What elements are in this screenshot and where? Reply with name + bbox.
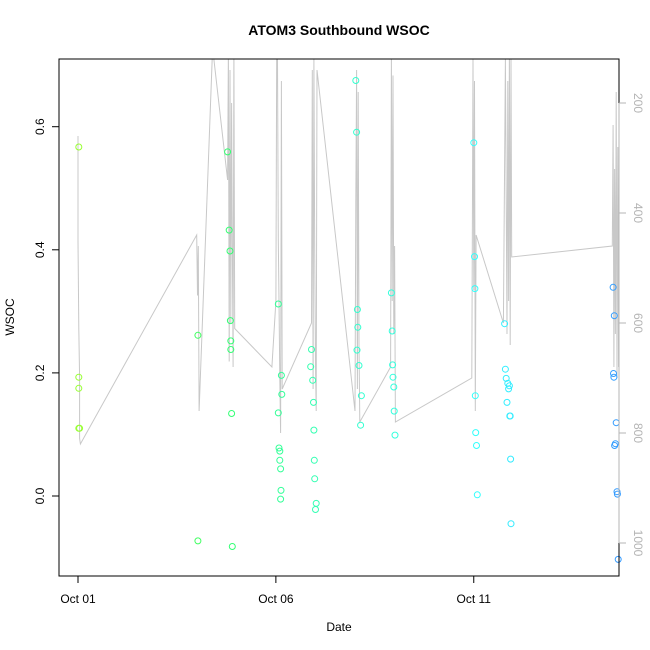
- data-point: [310, 456, 318, 464]
- x-tick-label: Oct 11: [457, 592, 492, 606]
- plot-frame: [58, 58, 620, 577]
- data-point: [387, 289, 395, 297]
- y-tick-label: 0.4: [33, 241, 47, 258]
- data-point: [610, 370, 617, 377]
- data-point: [353, 306, 361, 313]
- data-point: [505, 382, 513, 390]
- y-axis-label: WSOC: [3, 298, 17, 336]
- data-point: [274, 409, 282, 417]
- data-point: [312, 499, 320, 507]
- data-point: [391, 431, 399, 439]
- data-point: [470, 139, 478, 147]
- x-tick-label: Oct 01: [60, 592, 96, 606]
- data-point: [227, 346, 235, 353]
- data-point: [277, 371, 285, 379]
- data-point: [471, 392, 479, 400]
- data-point: [473, 491, 481, 499]
- data-point: [226, 317, 234, 325]
- data-point: [75, 384, 83, 392]
- data-point: [225, 226, 233, 234]
- data-point: [75, 143, 83, 151]
- data-point: [389, 361, 397, 369]
- data-point: [275, 444, 283, 452]
- data-point: [311, 475, 319, 483]
- data-point: [501, 365, 509, 373]
- data-point: [75, 373, 83, 381]
- data-point: [357, 421, 365, 429]
- y2-axis-right: 200 400 600 800 1000: [618, 93, 645, 557]
- data-point: [507, 520, 515, 528]
- data-point: [507, 455, 515, 463]
- data-point: [389, 373, 397, 381]
- data-point: [503, 398, 511, 406]
- data-point: [226, 247, 234, 255]
- data-point: [613, 490, 621, 498]
- data-point: [472, 429, 480, 437]
- y2-tick-label: 800: [631, 423, 645, 443]
- data-point: [501, 320, 509, 328]
- data-point: [274, 300, 282, 308]
- data-point: [610, 312, 618, 320]
- data-point: [471, 285, 479, 293]
- y2-tick-label: 400: [631, 203, 645, 223]
- x-tick-label: Oct 06: [258, 592, 294, 606]
- data-point: [277, 495, 285, 503]
- x-axis-label: Date: [326, 620, 352, 634]
- y-axis: 0.0 0.2 0.4 0.6: [33, 118, 60, 504]
- line-series: [77, 59, 619, 446]
- data-point: [353, 346, 361, 354]
- y2-tick-label: 600: [631, 313, 645, 333]
- y-tick-label: 0.2: [33, 364, 47, 381]
- data-point: [471, 253, 478, 261]
- data-point: [307, 363, 315, 371]
- data-point: [277, 486, 285, 494]
- data-point: [228, 543, 236, 550]
- data-point: [502, 374, 510, 382]
- data-point: [353, 128, 361, 136]
- data-point: [610, 373, 618, 381]
- x-axis: Oct 01 Oct 06 Oct 11: [60, 575, 492, 606]
- data-point: [388, 327, 396, 335]
- y2-tick-label: 1000: [631, 530, 645, 557]
- data-point: [277, 465, 285, 473]
- data-point: [612, 419, 620, 427]
- data-point: [613, 488, 621, 496]
- chart-title: ATOM3 Southbound WSOC: [248, 22, 429, 38]
- data-point: [309, 376, 317, 384]
- data-point: [194, 537, 202, 545]
- data-point: [312, 506, 319, 513]
- data-point: [310, 426, 318, 434]
- data-point: [614, 555, 622, 563]
- data-point: [308, 346, 315, 353]
- data-point: [390, 407, 398, 415]
- data-point: [76, 424, 84, 432]
- point-series: [75, 77, 622, 563]
- data-point: [278, 390, 286, 398]
- data-point: [355, 362, 363, 369]
- data-point: [276, 456, 284, 464]
- data-point: [506, 412, 514, 420]
- data-point: [194, 331, 202, 339]
- data-point: [276, 447, 284, 455]
- data-point: [310, 398, 317, 406]
- data-point: [354, 323, 362, 331]
- y-tick-label: 0.0: [33, 487, 47, 504]
- data-point: [473, 442, 480, 449]
- y-tick-label: 0.6: [33, 118, 47, 135]
- data-point: [224, 148, 232, 156]
- data-point: [352, 77, 360, 84]
- data-point: [227, 337, 235, 345]
- series-line: [77, 59, 619, 446]
- y2-tick-label: 200: [631, 93, 645, 113]
- data-point: [357, 392, 365, 400]
- data-point: [228, 410, 236, 417]
- data-point: [609, 283, 617, 291]
- data-point: [390, 383, 398, 391]
- data-point: [505, 385, 513, 393]
- data-point: [611, 440, 619, 448]
